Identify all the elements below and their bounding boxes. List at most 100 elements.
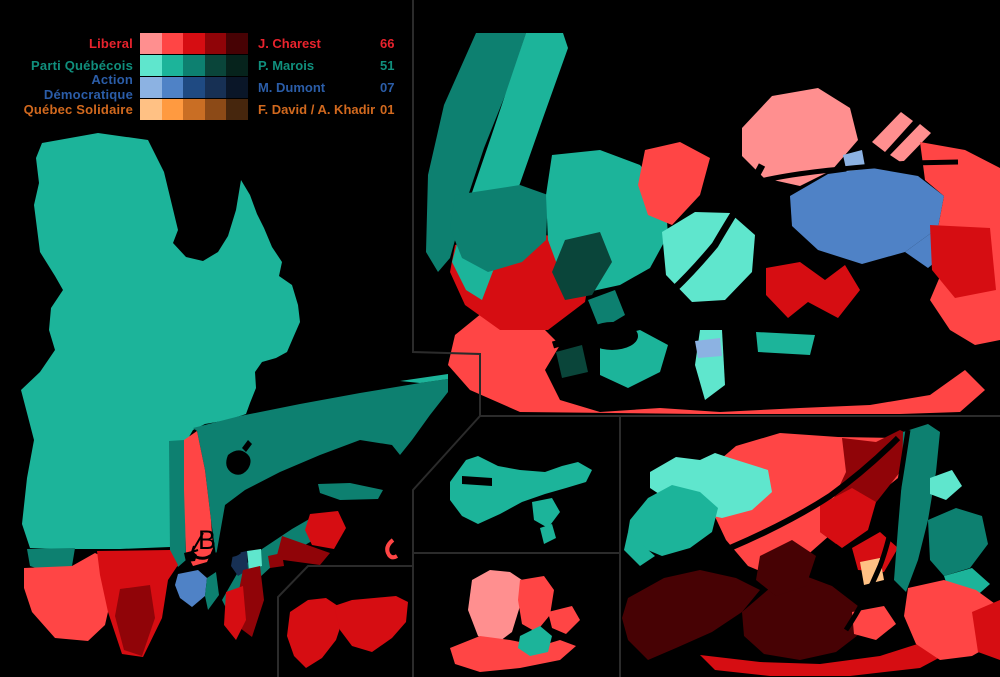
gat-left bbox=[287, 598, 342, 668]
sq-teal-inner2 bbox=[588, 290, 625, 330]
lg-main bbox=[450, 456, 592, 524]
mtl-east-lightteal bbox=[930, 470, 962, 500]
inset-southern-quebec bbox=[426, 33, 1000, 414]
sq-adq-mauricie bbox=[790, 168, 944, 264]
main-map: B bbox=[21, 133, 448, 657]
sq-laurentides-low bbox=[450, 185, 548, 272]
party-swatches bbox=[140, 54, 248, 76]
inset-gatineau bbox=[287, 596, 408, 668]
mtl-teal-w bbox=[628, 485, 718, 556]
mtl-crimson-1 bbox=[820, 488, 876, 548]
sq-south-lightblue bbox=[695, 338, 722, 358]
color-swatch bbox=[226, 32, 248, 54]
color-swatch bbox=[204, 76, 227, 98]
inset-quebec-city bbox=[450, 570, 580, 672]
seat-count: 51 bbox=[379, 57, 395, 73]
mtl-maroon-block bbox=[756, 540, 816, 596]
qc-salmon-bottom bbox=[450, 636, 576, 672]
mtl-east-teal-blob bbox=[928, 508, 988, 576]
region-south-shore-lightteal bbox=[247, 549, 262, 569]
color-swatch bbox=[140, 76, 162, 98]
region-abitibi-dark bbox=[27, 548, 75, 572]
lac-saint-louis bbox=[586, 322, 638, 350]
sq-east-crimson bbox=[930, 225, 996, 298]
sq-crimson-v bbox=[766, 262, 860, 318]
color-swatch bbox=[226, 76, 248, 98]
legend-rows: Liberal J. Charest 66 Parti Québécois P.… bbox=[0, 32, 410, 120]
st-lawrence-squiggle bbox=[195, 550, 241, 560]
color-swatch bbox=[183, 32, 205, 54]
leader-label: J. Charest bbox=[257, 35, 321, 51]
region-northern-quebec bbox=[21, 133, 300, 549]
mtl-teal-tail bbox=[624, 532, 655, 566]
quebec-city-marker bbox=[184, 551, 197, 562]
color-swatch bbox=[204, 98, 227, 120]
party-swatches bbox=[140, 32, 248, 54]
color-swatch bbox=[161, 98, 184, 120]
divider-lines bbox=[277, 0, 1000, 677]
mtl-salmon-bit bbox=[852, 606, 896, 640]
party-label: Québec Solidaire bbox=[23, 101, 133, 117]
leader-label: F. David / A. Khadir bbox=[257, 101, 376, 117]
gat-right bbox=[334, 596, 408, 652]
riviere-des-prairies bbox=[698, 435, 901, 563]
b-arrow bbox=[191, 532, 204, 553]
region-pontiac bbox=[24, 553, 113, 641]
color-swatch bbox=[183, 54, 205, 76]
lg-hang bbox=[532, 498, 560, 528]
inset-longueuil bbox=[450, 456, 592, 544]
sq-south-teal2 bbox=[756, 332, 815, 355]
mtl-east-channel bbox=[843, 429, 911, 632]
color-swatch bbox=[183, 76, 205, 98]
lg-diamond bbox=[540, 524, 556, 544]
islands-magdalen bbox=[385, 538, 399, 560]
legend-row: Québec Solidaire F. David / A. Khadir 01 bbox=[0, 98, 410, 120]
sq-red-band bbox=[638, 142, 710, 225]
legend: Liberal J. Charest 66 Parti Québécois P.… bbox=[0, 32, 410, 120]
region-ne-sliver bbox=[400, 374, 448, 383]
lake-saint-jean bbox=[226, 440, 252, 475]
riviere-north bbox=[744, 159, 959, 188]
color-swatch bbox=[226, 54, 248, 76]
sq-teal-inner bbox=[552, 232, 612, 300]
legend-row: Parti Québécois P. Marois 51 bbox=[0, 54, 410, 76]
qc-teal bbox=[518, 626, 552, 656]
region-quebec-teal bbox=[205, 572, 219, 610]
region-cote-nord bbox=[193, 379, 448, 556]
party-label: Action Démocratique bbox=[43, 72, 133, 102]
color-swatch bbox=[161, 76, 184, 98]
leader-label: P. Marois bbox=[257, 57, 315, 73]
region-gaspe-red bbox=[305, 511, 346, 549]
party-label: Parti Québécois bbox=[31, 57, 133, 73]
mtl-east-teal-band bbox=[894, 424, 940, 592]
region-charlevoix bbox=[184, 431, 213, 566]
region-south-shore-red bbox=[224, 586, 246, 640]
mtl-south-band bbox=[700, 640, 950, 676]
seat-count: 66 bbox=[379, 35, 395, 51]
party-swatches bbox=[140, 76, 248, 98]
mtl-west-island bbox=[622, 570, 760, 660]
color-swatch bbox=[161, 54, 184, 76]
leader-label: M. Dumont bbox=[257, 79, 326, 95]
color-swatch bbox=[183, 98, 205, 120]
region-gatineau-dark bbox=[115, 585, 155, 656]
sq-island-1 bbox=[872, 112, 913, 152]
qc-salmon-right bbox=[518, 576, 554, 632]
qc-pink bbox=[468, 570, 522, 644]
region-saguenay-sliver bbox=[169, 440, 186, 567]
sq-island-2 bbox=[890, 124, 931, 163]
color-swatch bbox=[204, 32, 227, 54]
quebec-city-label: B bbox=[198, 525, 216, 555]
color-swatch bbox=[140, 32, 162, 54]
mtl-center-maroon bbox=[742, 574, 862, 660]
seat-count: 07 bbox=[379, 79, 395, 95]
party-swatches bbox=[140, 98, 248, 120]
sq-south-dark bbox=[556, 345, 588, 378]
inset-montreal bbox=[622, 424, 1000, 676]
region-quebec-adq bbox=[175, 570, 207, 607]
sq-pink bbox=[742, 88, 858, 186]
color-swatch bbox=[140, 54, 162, 76]
color-swatch bbox=[140, 98, 162, 120]
